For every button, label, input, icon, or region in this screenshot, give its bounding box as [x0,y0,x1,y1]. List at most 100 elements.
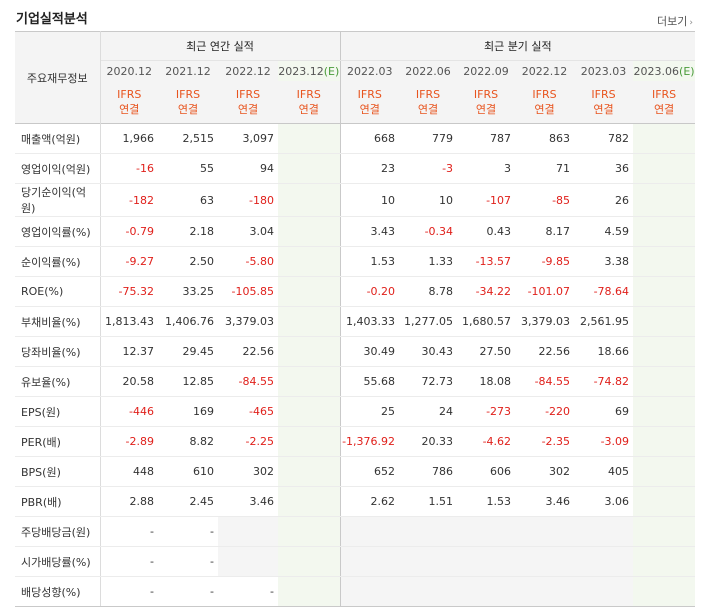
value-cell: 3,379.03 [218,306,278,337]
value-cell: -446 [100,396,158,427]
value-cell: -465 [218,396,278,427]
value-cell: -34.22 [457,276,516,307]
value-cell: -180 [218,183,278,217]
value-cell: 23 [339,153,400,184]
value-cell: -78.64 [574,276,634,307]
table-row: 주당배당금(원) - - [15,516,696,547]
value-cell [633,183,696,217]
value-cell [278,153,341,184]
value-cell: 0.43 [457,216,516,247]
more-link[interactable]: 더보기 › [657,13,693,29]
value-cell: 2.45 [158,486,218,517]
period-label: 2020.12 [106,64,153,78]
row-label: 부채비율(%) [15,306,101,337]
row-header-label: 주요재무정보 [26,71,88,85]
row-label: PER(배) [15,426,101,457]
row-label: 영업이익(억원) [15,153,101,184]
period-header: 2023.06(E) [633,60,696,81]
value-cell: -74.82 [574,366,634,397]
period-label: 2022.12 [225,64,271,78]
value-cell: 69 [574,396,634,427]
value-cell: -0.79 [100,216,158,247]
value-cell: -85 [515,183,575,217]
period-header: 2022.12 [515,60,575,81]
value-cell [399,546,458,577]
value-cell: 18.66 [574,336,634,367]
value-cell: 3.46 [218,486,278,517]
value-cell: 169 [158,396,218,427]
value-cell: 94 [218,153,278,184]
table-row: BPS(원) 448 610 302 652 786 606 302 405 [15,456,696,487]
table-row: ROE(%) -75.32 33.25 -105.85 -0.20 8.78 -34.22-… [15,276,696,307]
consolidated-label: 연결 [417,103,439,116]
quarter-group-label: 최근 분기 실적 [483,40,552,53]
period-header: 2020.12 [100,60,158,81]
value-cell [633,216,696,247]
value-cell: 2.88 [100,486,158,517]
value-cell [574,576,634,607]
value-cell: -3 [399,153,458,184]
more-label[interactable]: 더보기 [657,15,688,28]
value-cell [633,276,696,307]
row-label: BPS(원) [15,456,101,487]
ifrs-cell: IFRS 연결 [457,81,516,124]
value-cell: 2.62 [339,486,400,517]
value-cell: 29.45 [158,336,218,367]
value-cell: -182 [100,183,158,217]
value-cell: 668 [339,123,400,154]
table-row: PER(배) -2.89 8.82 -2.25 -1,376.92 20.33 -4.62-… [15,426,696,457]
ifrs-cell: IFRS 연결 [100,81,158,124]
period-label: 2023.06(E) [633,64,695,78]
value-cell: -84.55 [218,366,278,397]
value-cell: 405 [574,456,634,487]
value-cell [278,366,341,397]
ifrs-label: IFRS [175,88,201,101]
value-cell: 10 [339,183,400,217]
value-cell: - [100,546,158,577]
value-cell [278,546,341,577]
value-cell: 63 [158,183,218,217]
table-row: 순이익률(%) -9.27 2.50 -5.80 1.53 1.33 -13.57 -9.85… [15,246,696,277]
value-cell [515,516,575,547]
ifrs-label: IFRS [415,88,441,101]
value-cell [278,306,341,337]
table-row: 매출액(억원) 1,966 2,515 3,097 668 779 787 863 782 [15,123,696,154]
value-cell: 782 [574,123,634,154]
value-cell: 448 [100,456,158,487]
value-cell: 12.85 [158,366,218,397]
value-cell: 20.58 [100,366,158,397]
value-cell: 1.51 [399,486,458,517]
value-cell: 787 [457,123,516,154]
value-cell [633,336,696,367]
table-row: 유보율(%) 20.58 12.85 -84.55 55.68 72.73 18.08 -84… [15,366,696,397]
quarter-group-header: 최근 분기 실적 [339,31,696,61]
value-cell [633,546,696,577]
value-cell [218,516,278,547]
value-cell: 55 [158,153,218,184]
period-label: 2023.03 [580,64,627,78]
value-cell: 1,277.05 [399,306,458,337]
value-cell: 1,813.43 [100,306,158,337]
consolidated-label: 연결 [475,103,497,116]
value-cell: - [158,546,218,577]
value-cell [278,396,341,427]
value-cell: 22.56 [218,336,278,367]
value-cell: 4.59 [574,216,634,247]
value-cell: -75.32 [100,276,158,307]
value-cell [399,576,458,607]
value-cell [218,546,278,577]
annual-group-label: 최근 연간 실적 [186,40,254,53]
ifrs-cell: IFRS 연결 [515,81,575,124]
value-cell [457,576,516,607]
value-cell: -9.85 [515,246,575,277]
value-cell: 72.73 [399,366,458,397]
value-cell: 33.25 [158,276,218,307]
value-cell: 27.50 [457,336,516,367]
period-header: 2022.09 [457,60,516,81]
value-cell [278,426,341,457]
value-cell [278,456,341,487]
value-cell: 652 [339,456,400,487]
value-cell: 30.43 [399,336,458,367]
value-cell: 1.53 [457,486,516,517]
value-cell [278,486,341,517]
